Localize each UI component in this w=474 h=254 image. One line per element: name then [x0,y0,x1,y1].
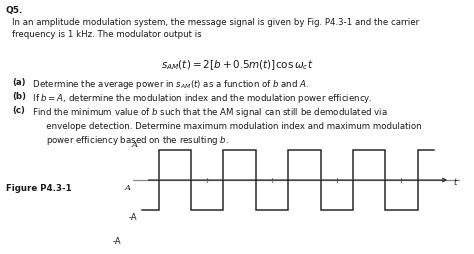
Text: (c): (c) [12,106,25,115]
Text: (b): (b) [12,92,26,101]
Text: A: A [125,183,131,191]
Text: $s_{AM}(t) = 2[b + 0.5m(t)]\cos \omega_c t$: $s_{AM}(t) = 2[b + 0.5m(t)]\cos \omega_c… [161,58,313,72]
Text: Figure P4.3-1: Figure P4.3-1 [6,183,72,192]
Text: -A: -A [129,212,137,221]
Text: Find the minimum value of $b$ such that the AM signal can still be demodulated v: Find the minimum value of $b$ such that … [27,106,422,147]
Text: $t$: $t$ [453,175,459,186]
Text: Q5.: Q5. [6,6,23,15]
Text: If $b = A$, determine the modulation index and the modulation power efficiency.: If $b = A$, determine the modulation ind… [27,92,373,105]
Text: -A: -A [113,236,122,246]
Text: (a): (a) [12,78,26,87]
Text: Determine the average power in $s_{AM}(t)$ as a function of $b$ and $A$.: Determine the average power in $s_{AM}(t… [27,78,309,91]
Text: In an amplitude modulation system, the message signal is given by Fig. P4.3-1 an: In an amplitude modulation system, the m… [12,18,419,39]
Text: A: A [132,141,137,149]
